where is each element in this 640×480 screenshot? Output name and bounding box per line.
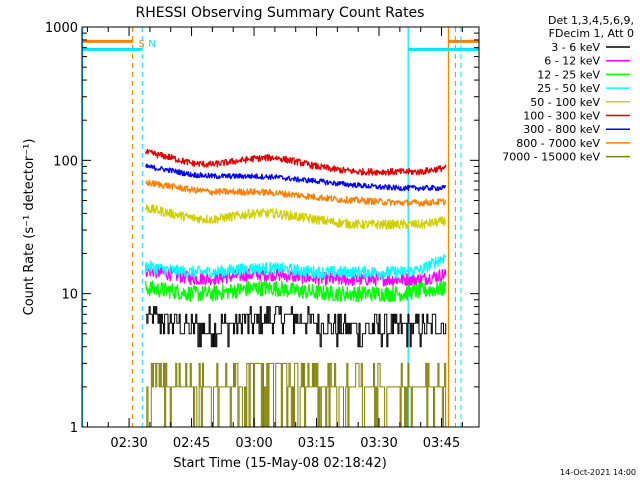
x-tick-label: 03:30 xyxy=(360,436,397,451)
series-line xyxy=(145,179,447,207)
y-tick-label: 10 xyxy=(61,288,78,303)
legend-label: 50 - 100 keV xyxy=(530,96,600,109)
x-tick-label: 03:45 xyxy=(423,436,460,451)
series-line xyxy=(145,306,447,348)
flag-label-N: N xyxy=(148,39,155,50)
legend-label: 12 - 25 keV xyxy=(537,68,600,81)
flag-label-S: S xyxy=(139,39,145,50)
series-line xyxy=(145,163,447,192)
x-tick-label: 03:15 xyxy=(298,436,335,451)
legend-label: 7000 - 15000 keV xyxy=(502,151,600,164)
y-tick-label: 1 xyxy=(70,421,78,436)
generation-timestamp: 14-Oct-2021 14:00 xyxy=(560,468,636,477)
x-axis: 02:30 02:45 03:00 03:15 03:30 03:45 xyxy=(86,27,463,451)
y-tick-label: 1000 xyxy=(45,21,78,36)
series-line xyxy=(145,253,447,279)
legend: Det 1,3,4,5,6,9, FDecim 1, Att 0 3 - 6 k… xyxy=(502,14,634,164)
y-axis: 1 10 100 1000 xyxy=(45,21,479,436)
x-tick-label: 03:00 xyxy=(235,436,272,451)
series-line xyxy=(145,280,447,303)
legend-label: 800 - 7000 keV xyxy=(516,137,600,150)
series-line xyxy=(145,148,447,176)
y-axis-label: Count Rate (s⁻¹ detector⁻¹) xyxy=(22,139,37,316)
legend-header-line-1: Det 1,3,4,5,6,9, xyxy=(548,14,634,27)
x-tick-label: 02:30 xyxy=(110,436,147,451)
legend-label: 6 - 12 keV xyxy=(544,55,600,68)
chart-title: RHESSI Observing Summary Count Rates xyxy=(136,5,425,21)
y-tick-label: 100 xyxy=(53,154,78,169)
x-tick-label: 02:45 xyxy=(173,436,210,451)
series-line xyxy=(145,204,446,230)
plot-frame xyxy=(81,26,480,428)
legend-label: 300 - 800 keV xyxy=(523,123,600,136)
legend-label: 25 - 50 keV xyxy=(537,82,600,95)
legend-label: 3 - 6 keV xyxy=(551,41,600,54)
legend-label: 100 - 300 keV xyxy=(523,110,600,123)
legend-header-line-2: FDecim 1, Att 0 xyxy=(549,27,634,40)
x-axis-label: Start Time (15-May-08 02:18:42) xyxy=(173,456,387,471)
